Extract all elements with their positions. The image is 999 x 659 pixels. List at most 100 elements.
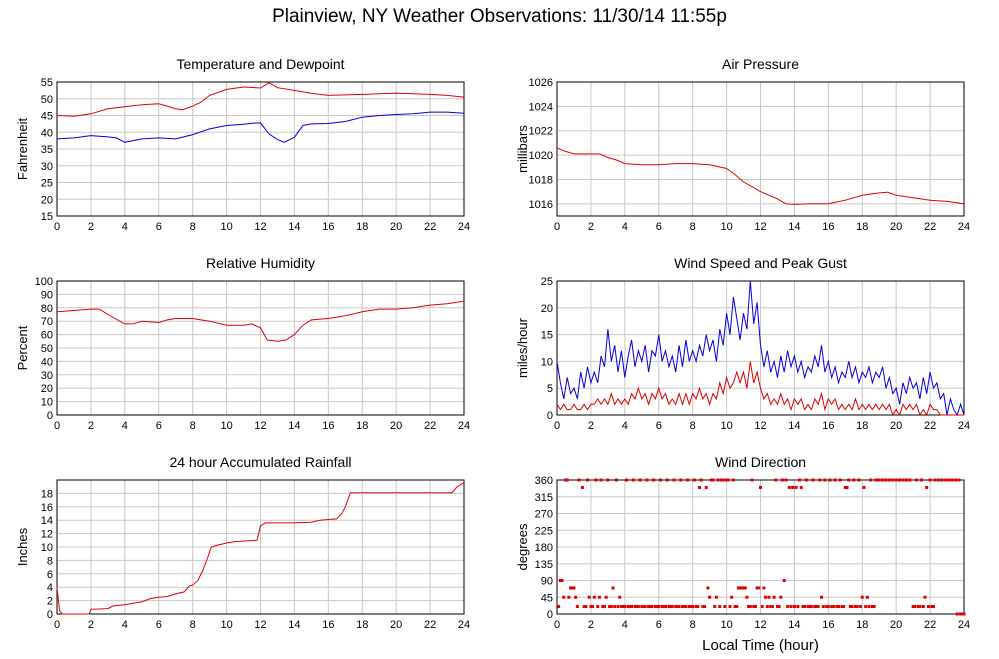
data-point bbox=[738, 586, 742, 590]
data-point bbox=[926, 605, 930, 609]
x-tick-label: 6 bbox=[656, 619, 662, 631]
data-point bbox=[611, 586, 615, 590]
x-tick-label: 10 bbox=[720, 221, 732, 233]
x-tick-label: 12 bbox=[754, 420, 766, 432]
y-tick-label: 180 bbox=[535, 542, 553, 554]
data-point bbox=[752, 605, 756, 609]
data-point bbox=[723, 605, 727, 609]
x-tick-label: 12 bbox=[254, 221, 266, 233]
data-point bbox=[943, 478, 947, 482]
plot-frame bbox=[56, 280, 465, 416]
data-point bbox=[877, 478, 881, 482]
data-point bbox=[901, 478, 905, 482]
data-point bbox=[828, 478, 832, 482]
series-line bbox=[556, 280, 965, 417]
data-point bbox=[647, 605, 651, 609]
data-point bbox=[833, 478, 837, 482]
data-point bbox=[913, 605, 917, 609]
data-point bbox=[865, 595, 869, 599]
x-tick-label: 16 bbox=[322, 619, 334, 631]
data-point bbox=[821, 605, 825, 609]
data-point bbox=[801, 605, 805, 609]
x-tick-label: 4 bbox=[122, 420, 128, 432]
x-tick-label: 6 bbox=[656, 221, 662, 233]
data-point bbox=[881, 478, 885, 482]
y-tick-label: 135 bbox=[535, 559, 553, 571]
y-tick-label: 20 bbox=[41, 194, 53, 206]
x-tick-label: 8 bbox=[190, 420, 196, 432]
data-point bbox=[602, 605, 606, 609]
x-tick-label: 12 bbox=[754, 619, 766, 631]
data-point bbox=[826, 605, 830, 609]
data-point bbox=[577, 478, 581, 482]
data-point bbox=[731, 478, 735, 482]
series-line bbox=[556, 147, 965, 205]
data-point bbox=[708, 595, 712, 599]
x-tick-label: 22 bbox=[924, 420, 936, 432]
data-point bbox=[592, 595, 596, 599]
data-point bbox=[567, 595, 571, 599]
data-point bbox=[604, 595, 608, 599]
data-point bbox=[562, 595, 566, 599]
data-point bbox=[923, 595, 927, 599]
x-tick-label: 14 bbox=[788, 221, 800, 233]
y-tick-label: 1016 bbox=[529, 199, 553, 211]
x-tick-label: 20 bbox=[390, 619, 402, 631]
data-point bbox=[816, 605, 820, 609]
data-point bbox=[931, 605, 935, 609]
data-point bbox=[704, 485, 708, 489]
data-point bbox=[621, 605, 625, 609]
data-point bbox=[706, 586, 710, 590]
y-tick-label: 1020 bbox=[529, 150, 553, 162]
data-point bbox=[852, 478, 856, 482]
data-point bbox=[652, 478, 656, 482]
data-point bbox=[787, 485, 791, 489]
data-point bbox=[574, 595, 578, 599]
data-point bbox=[740, 586, 744, 590]
x-tick-label: 0 bbox=[554, 221, 560, 233]
data-point bbox=[837, 605, 841, 609]
data-point bbox=[915, 478, 919, 482]
data-point bbox=[638, 478, 642, 482]
x-tick-label: 10 bbox=[720, 619, 732, 631]
data-point bbox=[735, 605, 739, 609]
data-point bbox=[703, 605, 707, 609]
data-point bbox=[584, 605, 588, 609]
data-point bbox=[799, 485, 803, 489]
x-tick-label: 4 bbox=[122, 221, 128, 233]
data-point bbox=[850, 605, 854, 609]
data-point bbox=[792, 605, 796, 609]
chart-title: Temperature and Dewpoint bbox=[176, 56, 344, 72]
x-tick-label: 10 bbox=[220, 619, 232, 631]
y-tick-label: 80 bbox=[41, 303, 53, 315]
data-point bbox=[730, 595, 734, 599]
y-axis-label: Inches bbox=[15, 527, 30, 566]
data-point bbox=[891, 478, 895, 482]
chart-title: Wind Direction bbox=[715, 454, 806, 470]
x-tick-label: 22 bbox=[924, 619, 936, 631]
chart-temp: 0 2 4 6 8 10 12 14 16 18 20 22 24152025303540455055T… bbox=[15, 56, 470, 233]
data-point bbox=[867, 605, 871, 609]
data-point bbox=[959, 612, 963, 616]
y-tick-label: 0 bbox=[547, 609, 553, 621]
y-tick-label: 0 bbox=[47, 410, 53, 422]
x-tick-label: 16 bbox=[822, 221, 834, 233]
data-point bbox=[874, 478, 878, 482]
data-point bbox=[675, 605, 679, 609]
y-tick-label: 20 bbox=[41, 383, 53, 395]
data-point bbox=[686, 478, 690, 482]
x-tick-label: 2 bbox=[88, 619, 94, 631]
data-point bbox=[933, 478, 937, 482]
x-tick-label: 16 bbox=[322, 420, 334, 432]
data-point bbox=[626, 605, 630, 609]
data-point bbox=[843, 485, 847, 489]
data-point bbox=[643, 605, 647, 609]
data-point bbox=[670, 605, 674, 609]
x-tick-label: 4 bbox=[622, 619, 628, 631]
data-point bbox=[957, 478, 961, 482]
data-point bbox=[631, 478, 635, 482]
data-point bbox=[640, 605, 644, 609]
data-point bbox=[855, 605, 859, 609]
data-point bbox=[774, 478, 778, 482]
data-point bbox=[658, 478, 662, 482]
